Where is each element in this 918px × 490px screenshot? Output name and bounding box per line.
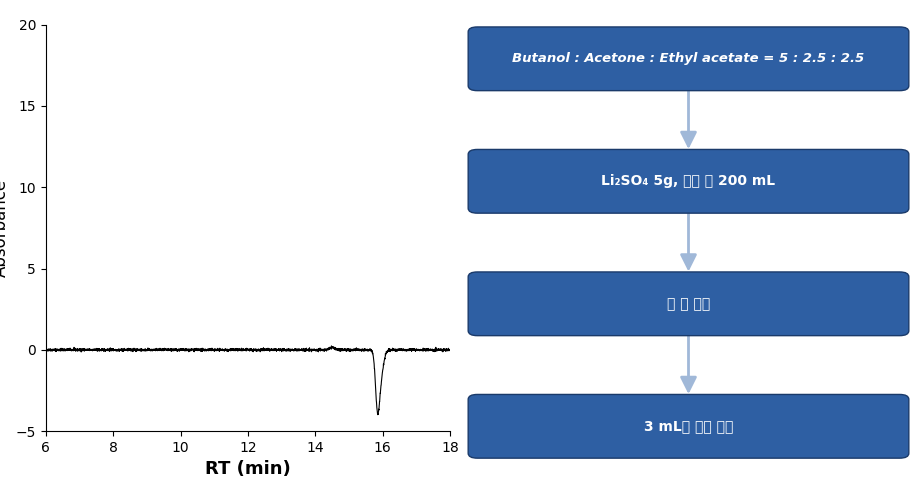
Text: 세 번 추출: 세 번 추출 (666, 297, 711, 311)
X-axis label: RT (min): RT (min) (205, 461, 291, 478)
Text: Li₂SO₄ 5g, 해수 약 200 mL: Li₂SO₄ 5g, 해수 약 200 mL (601, 174, 776, 188)
Text: Butanol : Acetone : Ethyl acetate = 5 : 2.5 : 2.5: Butanol : Acetone : Ethyl acetate = 5 : … (512, 52, 865, 65)
Y-axis label: Absorbance: Absorbance (0, 179, 10, 277)
Text: 3 mL로 감압 농축: 3 mL로 감압 농축 (644, 419, 733, 433)
